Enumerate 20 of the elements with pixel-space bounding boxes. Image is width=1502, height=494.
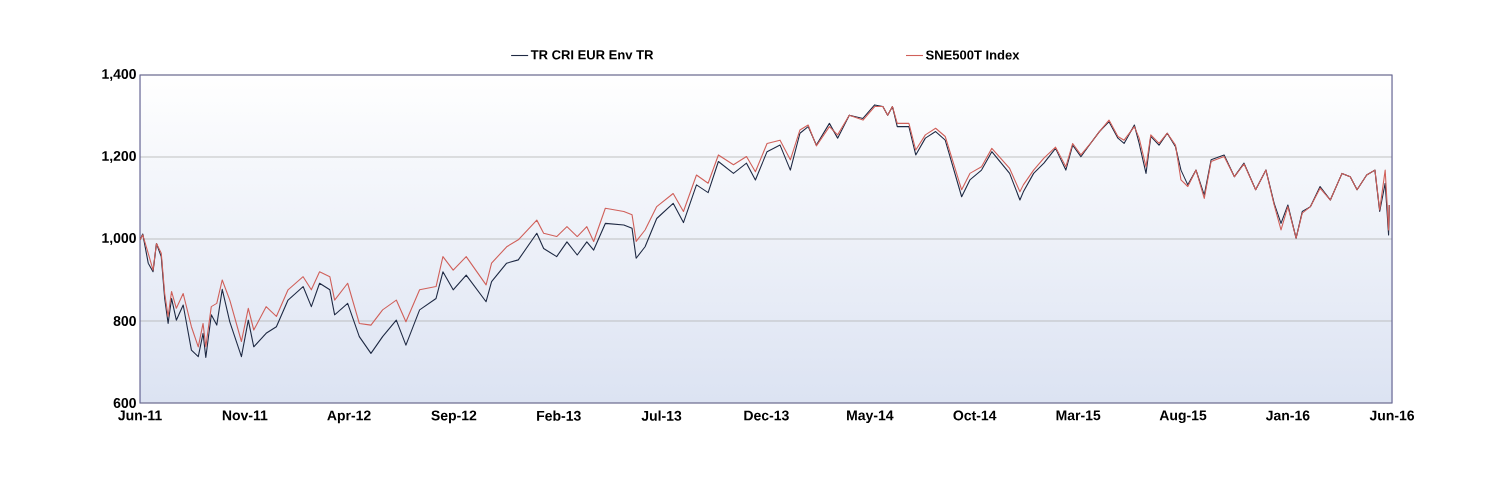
x-tick-label: Feb-13: [537, 410, 581, 421]
x-tick-label: Oct-14: [953, 410, 997, 421]
x-tick-label: Jun-11: [118, 410, 162, 421]
x-tick-label: May-14: [847, 410, 894, 424]
legend-label: SNE500T Index: [925, 50, 1020, 60]
x-tick-label: Jun-16: [1369, 410, 1415, 421]
x-tick-label: Mar-15: [1056, 410, 1101, 421]
y-tick-label: 800: [113, 316, 136, 326]
legend-label: TR CRI EUR Env TR: [530, 50, 654, 60]
x-tick-label: Jul-13: [641, 410, 682, 421]
y-tick-label: 1,200: [102, 151, 136, 163]
x-tick-label: Aug-15: [1159, 410, 1207, 424]
x-tick-label: Dec-13: [744, 410, 789, 421]
x-tick-label: Sep-12: [431, 410, 477, 424]
x-tick-label: Nov-11: [222, 410, 268, 421]
y-tick-label: 1,000: [102, 233, 136, 245]
x-tick-label: Apr-12: [327, 410, 371, 424]
y-tick-label: 600: [113, 398, 136, 408]
y-tick-label: 1,400: [102, 69, 136, 81]
x-tick-label: Jan-16: [1265, 410, 1310, 421]
